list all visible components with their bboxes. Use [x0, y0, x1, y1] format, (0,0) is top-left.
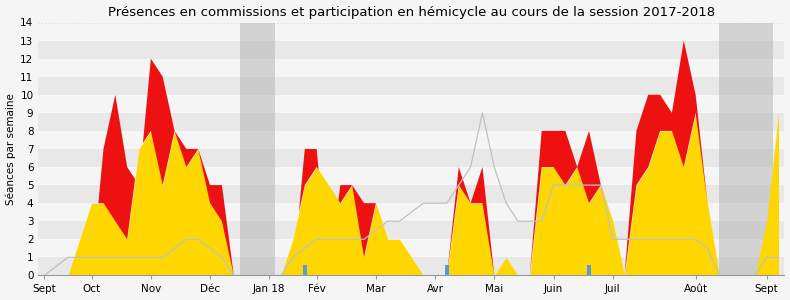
- Bar: [39, 113, 784, 131]
- Bar: [39, 239, 784, 257]
- Bar: [39, 203, 784, 221]
- Bar: [39, 95, 784, 113]
- Title: Présences en commissions et participation en hémicycle au cours de la session 20: Présences en commissions et participatio…: [107, 6, 715, 19]
- Bar: [39, 167, 784, 185]
- Bar: [39, 149, 784, 167]
- Y-axis label: Séances par semaine: Séances par semaine: [6, 93, 16, 205]
- Bar: [39, 221, 784, 239]
- Bar: [39, 131, 784, 149]
- Bar: [39, 257, 784, 275]
- Bar: [39, 40, 784, 58]
- Bar: [303, 266, 307, 275]
- Bar: [445, 266, 449, 275]
- Bar: [587, 266, 591, 275]
- Bar: [39, 77, 784, 95]
- Bar: [720, 22, 773, 275]
- Bar: [39, 58, 784, 77]
- Bar: [39, 22, 784, 40]
- Bar: [239, 22, 275, 275]
- Bar: [39, 185, 784, 203]
